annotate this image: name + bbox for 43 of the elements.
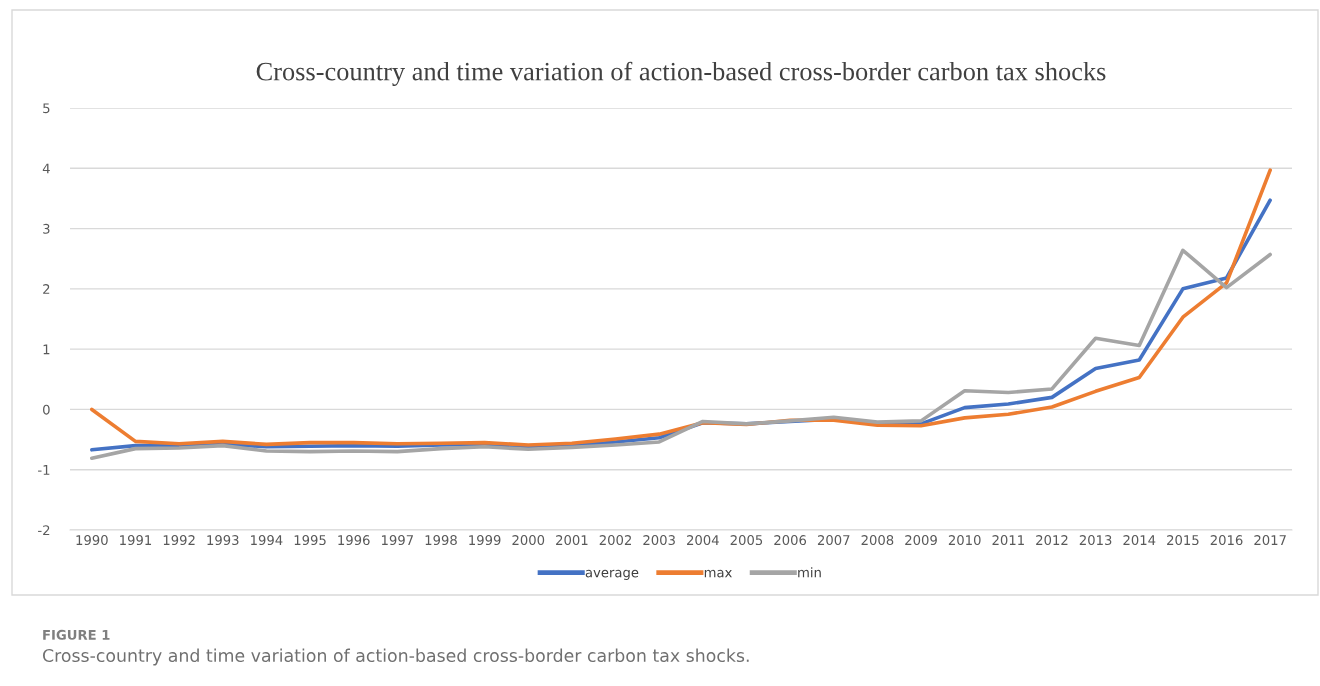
- x-tick-label: 2003: [643, 535, 675, 546]
- y-tick-label: 2: [43, 284, 50, 294]
- x-tick-label: 2001: [556, 535, 588, 546]
- y-tick-label: 5: [43, 103, 50, 114]
- x-tick-label: 2009: [905, 535, 937, 546]
- x-tick-label: 2015: [1167, 535, 1199, 546]
- x-tick-label: 1993: [207, 535, 239, 546]
- text: Cross-country and time variation of action-based cross-border carbon tax shocks.: [42, 648, 749, 666]
- x-tick-label: 2012: [1036, 535, 1068, 546]
- x-tick-label: 2000: [512, 535, 545, 546]
- x-tick-label: 2007: [817, 535, 850, 546]
- y-tick-label: -1: [38, 465, 50, 475]
- x-tick-label: 2004: [687, 535, 719, 546]
- chart-title: Cross-country and time variation of action-based cross-border carbon tax shocks: [256, 61, 1106, 86]
- y-tick-label: 1: [43, 344, 50, 355]
- x-tick-label: 1996: [338, 535, 370, 546]
- x-tick-label: 1990: [76, 535, 108, 546]
- x-tick-label: 2005: [730, 535, 763, 546]
- y-tick-label: 0: [43, 404, 50, 415]
- x-tick-label: 1991: [120, 535, 152, 546]
- line-series: [90, 248, 1272, 461]
- x-tick-label: 2006: [774, 535, 807, 546]
- x-tick-label: 2017: [1254, 535, 1286, 546]
- y-tick-label: 4: [42, 163, 50, 174]
- x-tick-label: 2010: [948, 535, 981, 546]
- x-tick-label: 1997: [381, 535, 413, 546]
- x-tick-label: 2016: [1210, 535, 1243, 546]
- y-tick-label: 3: [43, 223, 50, 234]
- legend-label: average: [585, 569, 639, 580]
- x-tick-label: 2013: [1079, 535, 1112, 546]
- x-tick-label: 2008: [861, 535, 894, 546]
- x-tick-label: 1992: [163, 535, 195, 546]
- x-tick-label: 1994: [251, 535, 283, 546]
- x-tick-label: 2002: [599, 535, 631, 546]
- x-tick-label: 2011: [992, 535, 1024, 546]
- caption: FIGURE 1: [43, 629, 110, 640]
- x-tick-label: 1998: [425, 535, 457, 546]
- x-tick-label: 1999: [469, 535, 501, 546]
- legend-label: max: [704, 569, 732, 578]
- x-tick-label: 2014: [1123, 535, 1156, 546]
- x-tick-label: 1995: [294, 535, 326, 546]
- y-tick-label: -2: [38, 525, 50, 536]
- legend-label: min: [798, 567, 821, 578]
